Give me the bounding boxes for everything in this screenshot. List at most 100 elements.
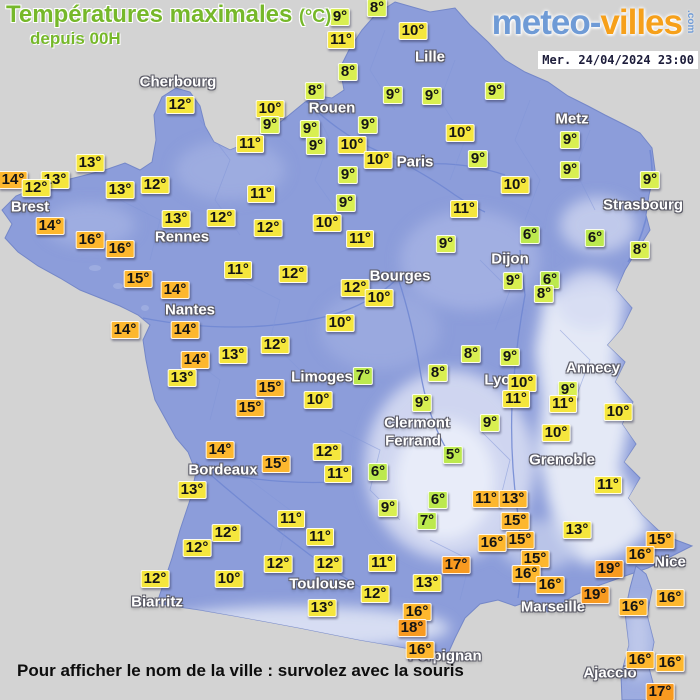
temp-label[interactable]: 8° xyxy=(629,241,651,259)
temp-label[interactable]: 9° xyxy=(357,116,379,134)
temp-label[interactable]: 19° xyxy=(594,560,624,578)
temp-label[interactable]: 9° xyxy=(377,499,399,517)
temp-label[interactable]: 10° xyxy=(312,214,342,232)
temp-label[interactable]: 12° xyxy=(360,585,390,603)
temp-label[interactable]: 14° xyxy=(35,217,65,235)
temp-label[interactable]: 16° xyxy=(618,598,648,616)
temp-label[interactable]: 12° xyxy=(211,524,241,542)
temp-label[interactable]: 9° xyxy=(484,82,506,100)
temp-label[interactable]: 11° xyxy=(450,200,478,218)
temp-label[interactable]: 12° xyxy=(206,209,236,227)
temp-label[interactable]: 17° xyxy=(645,683,675,700)
temp-label[interactable]: 12° xyxy=(165,96,195,114)
temp-label[interactable]: 12° xyxy=(21,179,51,197)
temp-label[interactable]: 5° xyxy=(442,446,464,464)
temp-label[interactable]: 11° xyxy=(306,528,334,546)
temp-label[interactable]: 10° xyxy=(325,314,355,332)
temp-label[interactable]: 9° xyxy=(435,235,457,253)
temp-label[interactable]: 13° xyxy=(167,369,197,387)
temp-label[interactable]: 13° xyxy=(177,481,207,499)
temp-label[interactable]: 9° xyxy=(557,381,579,399)
temp-label[interactable]: 12° xyxy=(340,279,370,297)
temp-label[interactable]: 9° xyxy=(559,131,581,149)
temp-label[interactable]: 9° xyxy=(421,87,443,105)
temp-label[interactable]: 13° xyxy=(498,490,528,508)
temp-label[interactable]: 16° xyxy=(477,534,507,552)
temp-label[interactable]: 14° xyxy=(160,281,190,299)
temp-label[interactable]: 10° xyxy=(303,391,333,409)
temp-label[interactable]: 10° xyxy=(541,424,571,442)
temp-label[interactable]: 8° xyxy=(460,345,482,363)
temp-label[interactable]: 11° xyxy=(368,554,396,572)
temp-label[interactable]: 9° xyxy=(299,120,321,138)
temp-label[interactable]: 15° xyxy=(505,531,535,549)
temp-label[interactable]: 14° xyxy=(0,171,28,189)
temp-label[interactable]: 8° xyxy=(533,285,555,303)
temp-label[interactable]: 11° xyxy=(236,135,264,153)
temp-label[interactable]: 9° xyxy=(479,414,501,432)
temp-label[interactable]: 13° xyxy=(105,181,135,199)
temp-label[interactable]: 8° xyxy=(366,0,388,17)
temp-label[interactable]: 15° xyxy=(255,379,285,397)
temp-label[interactable]: 16° xyxy=(105,240,135,258)
temp-label[interactable]: 9° xyxy=(329,8,351,26)
temp-label[interactable]: 9° xyxy=(305,137,327,155)
temp-label[interactable]: 9° xyxy=(639,171,661,189)
temp-label[interactable]: 13° xyxy=(412,574,442,592)
temp-label[interactable]: 13° xyxy=(307,599,337,617)
temp-label[interactable]: 12° xyxy=(263,555,293,573)
temp-label[interactable]: 9° xyxy=(467,150,489,168)
temp-label[interactable]: 10° xyxy=(500,176,530,194)
temp-label[interactable]: 16° xyxy=(405,641,435,659)
temp-label[interactable]: 11° xyxy=(277,510,305,528)
temp-label[interactable]: 10° xyxy=(214,570,244,588)
temp-label[interactable]: 11° xyxy=(346,230,374,248)
temp-label[interactable]: 6° xyxy=(584,229,606,247)
site-logo[interactable]: meteo-villes xyxy=(492,3,683,43)
temp-label[interactable]: 15° xyxy=(123,270,153,288)
temp-label[interactable]: 16° xyxy=(625,651,655,669)
temp-label[interactable]: 11° xyxy=(327,31,355,49)
temp-label[interactable]: 16° xyxy=(655,589,685,607)
temp-label[interactable]: 10° xyxy=(337,136,367,154)
temp-label[interactable]: 6° xyxy=(427,491,449,509)
temp-label[interactable]: 15° xyxy=(235,399,265,417)
temp-label[interactable]: 9° xyxy=(337,166,359,184)
temp-label[interactable]: 10° xyxy=(603,403,633,421)
temp-label[interactable]: 9° xyxy=(382,86,404,104)
temp-label[interactable]: 19° xyxy=(580,586,610,604)
temp-label[interactable]: 12° xyxy=(253,219,283,237)
temp-label[interactable]: 14° xyxy=(205,441,235,459)
temp-label[interactable]: 11° xyxy=(594,476,622,494)
temp-label[interactable]: 12° xyxy=(260,336,290,354)
temp-label[interactable]: 15° xyxy=(520,550,550,568)
temp-label[interactable]: 10° xyxy=(363,151,393,169)
temp-label[interactable]: 18° xyxy=(397,619,427,637)
temp-label[interactable]: 11° xyxy=(324,465,352,483)
temp-label[interactable]: 13° xyxy=(562,521,592,539)
temp-label[interactable]: 11° xyxy=(247,185,275,203)
temp-label[interactable]: 16° xyxy=(655,654,685,672)
temp-label[interactable]: 9° xyxy=(411,394,433,412)
temp-label[interactable]: 9° xyxy=(559,161,581,179)
temp-label[interactable]: 6° xyxy=(367,463,389,481)
temp-label[interactable]: 16° xyxy=(535,576,565,594)
temp-label[interactable]: 8° xyxy=(304,82,326,100)
temp-label[interactable]: 9° xyxy=(335,194,357,212)
temp-label[interactable]: 6° xyxy=(519,226,541,244)
temp-label[interactable]: 9° xyxy=(259,116,281,134)
temp-label[interactable]: 14° xyxy=(170,321,200,339)
temp-label[interactable]: 13° xyxy=(161,210,191,228)
temp-label[interactable]: 9° xyxy=(502,272,524,290)
temp-label[interactable]: 17° xyxy=(441,556,471,574)
temp-label[interactable]: 15° xyxy=(645,531,675,549)
temp-label[interactable]: 13° xyxy=(75,154,105,172)
temp-label[interactable]: 12° xyxy=(140,176,170,194)
temp-label[interactable]: 11° xyxy=(502,390,530,408)
temp-label[interactable]: 10° xyxy=(364,289,394,307)
temp-label[interactable]: 16° xyxy=(75,231,105,249)
temp-label[interactable]: 11° xyxy=(472,490,500,508)
temp-label[interactable]: 7° xyxy=(416,512,438,530)
temp-label[interactable]: 16° xyxy=(511,565,541,583)
temp-label[interactable]: 10° xyxy=(445,124,475,142)
